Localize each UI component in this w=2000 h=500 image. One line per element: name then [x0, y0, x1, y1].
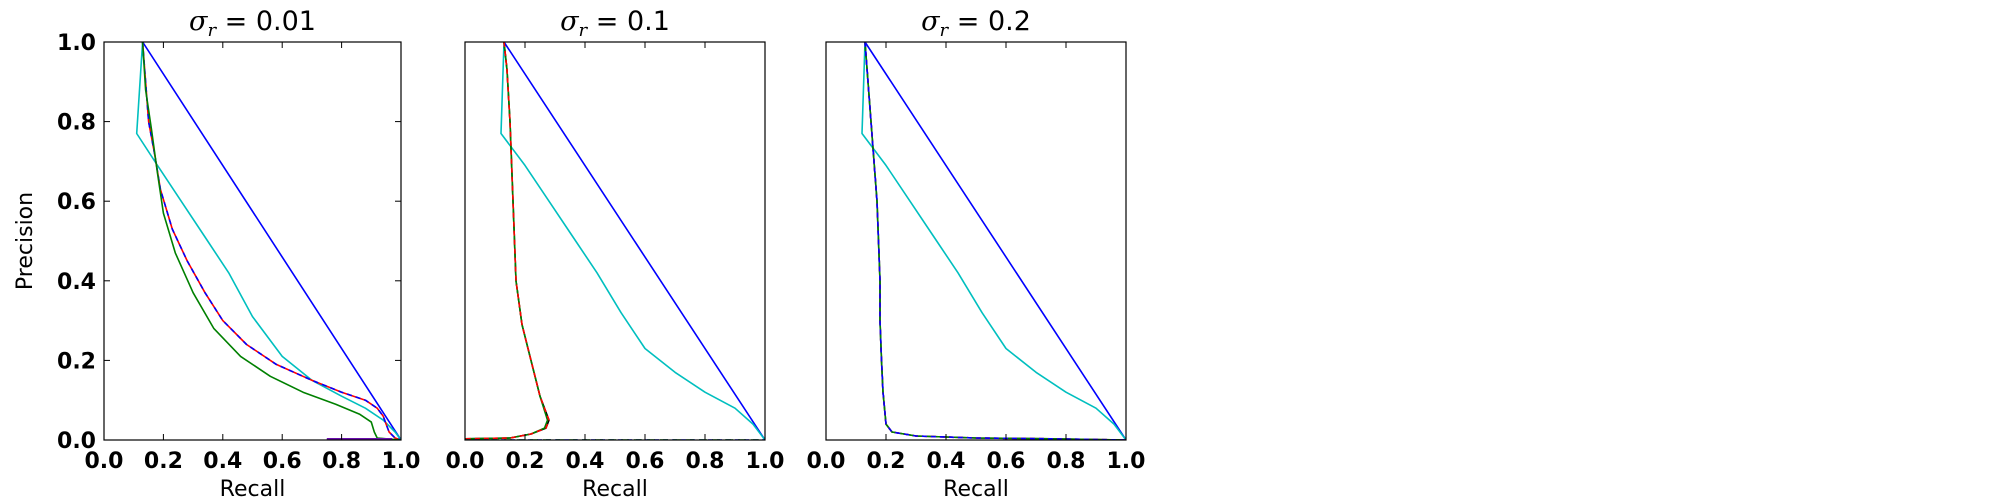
series-line-1 [864, 42, 1126, 440]
y-axis-label: Precision [13, 192, 38, 290]
x-tick-label: 0.0 [446, 449, 485, 474]
series-line-5 [465, 42, 550, 440]
x-tick-label: 0.8 [322, 449, 361, 474]
chart-title: σr = 0.01 [189, 6, 316, 41]
chart-panel-3: σr = 0.2 0.0 0.2 0.4 0.6 0.8 1.0 Recall [807, 6, 1146, 500]
chart-title: σr = 0.1 [560, 6, 670, 41]
x-tick-label: 0.2 [144, 449, 183, 474]
x-tick-label: 0.8 [1047, 449, 1086, 474]
title-value: = 0.01 [216, 6, 316, 37]
title-subscript: r [579, 20, 589, 41]
title-value: = 0.2 [948, 6, 1031, 37]
plot-frame [825, 41, 1127, 441]
y-tick-label: 0.2 [57, 349, 96, 374]
series-group [861, 42, 1126, 440]
x-tick-label: 0.0 [807, 449, 846, 474]
y-tick-label: 0.8 [57, 111, 96, 136]
x-tick-label: 0.6 [626, 449, 665, 474]
x-tick-label: 0.4 [927, 449, 966, 474]
x-tick-label: 0.4 [203, 449, 242, 474]
series-group [465, 42, 765, 440]
x-tick-label: 0.6 [987, 449, 1026, 474]
y-tick-label: 0.6 [57, 190, 96, 215]
series-line-1 [503, 42, 765, 440]
x-tick-label: 0.0 [85, 449, 124, 474]
title-symbol: σ [560, 6, 580, 37]
plot-frame [103, 41, 402, 441]
x-tick-label: 1.0 [746, 449, 785, 474]
series-line-2 [500, 42, 765, 440]
x-axis-label: Recall [220, 477, 286, 500]
title-value: = 0.1 [587, 6, 670, 37]
title-subscript: r [940, 20, 950, 41]
title-symbol: σ [921, 6, 941, 37]
y-tick-label: 0.4 [57, 270, 96, 295]
y-tick-label: 1.0 [57, 31, 96, 56]
plot-frame [464, 41, 766, 441]
series-line-4 [465, 42, 549, 440]
x-tick-label: 1.0 [382, 449, 421, 474]
series-line-5 [141, 42, 401, 440]
series-line-6 [864, 42, 1126, 440]
series-line-2 [135, 42, 401, 440]
chart-panel-1: σr = 0.01 0.0 0.2 0.4 0.6 0.8 1.0 0.0 0.2 0.4 0.6 0… [13, 6, 420, 500]
title-subscript: r [207, 20, 217, 41]
series-group [135, 42, 401, 440]
x-tick-label: 0.8 [686, 449, 725, 474]
series-line-2 [861, 42, 1126, 440]
x-axis-label: Recall [943, 477, 1009, 500]
x-tick-label: 0.2 [506, 449, 545, 474]
x-tick-label: 0.2 [867, 449, 906, 474]
x-tick-label: 0.4 [566, 449, 605, 474]
x-tick-label: 1.0 [1107, 449, 1146, 474]
y-tick-label: 0.0 [57, 429, 96, 454]
chart-panel-2: σr = 0.1 0.0 0.2 0.4 0.6 0.8 1.0 Recall [446, 6, 785, 500]
chart-title: σr = 0.2 [921, 6, 1031, 41]
x-tick-label: 0.6 [263, 449, 302, 474]
series-line-1 [141, 42, 401, 440]
x-axis-label: Recall [582, 477, 648, 500]
title-symbol: σ [189, 6, 209, 37]
